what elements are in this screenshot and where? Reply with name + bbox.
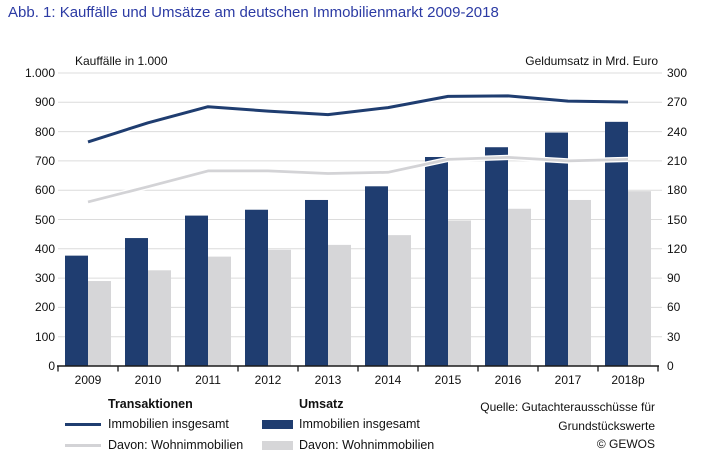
y-axis-label-right: 270	[667, 95, 688, 110]
legend-bar-swatch-dark-icon	[262, 419, 293, 429]
bar-umsatz-insgesamt-2016	[485, 147, 508, 366]
y-axis-label-left: 500	[34, 212, 55, 227]
bar-umsatz-insgesamt-2011	[185, 215, 208, 366]
source-attribution: Quelle: Gutachterausschüsse für Grundstü…	[480, 398, 655, 454]
line-series	[87, 93, 629, 205]
bar-umsatz-wohnimmobilien-2015	[448, 220, 471, 366]
bar-series	[65, 121, 651, 366]
bar-umsatz-insgesamt-2012	[245, 209, 268, 366]
x-axis-label-2011: 2011	[195, 373, 221, 387]
legend-bar-swatch-gray-icon	[262, 440, 293, 450]
bar-umsatz-insgesamt-2018p	[605, 121, 628, 366]
bar-umsatz-wohnimmobilien-2012	[268, 249, 291, 366]
bar-umsatz-insgesamt-2009	[65, 255, 88, 366]
bar-umsatz-insgesamt-2017	[545, 132, 568, 366]
bar-umsatz-wohnimmobilien-2018p	[628, 191, 651, 366]
y-axis-label-left: 700	[34, 153, 55, 168]
x-axis-label-2017: 2017	[554, 373, 582, 387]
figure-title: Abb. 1: Kauffälle und Umsätze am deutsch…	[8, 4, 499, 21]
bar-umsatz-wohnimmobilien-2011	[208, 256, 231, 366]
x-axis-label-2009: 2009	[74, 373, 102, 387]
line-transaktionen-insgesamt	[87, 94, 629, 144]
source-line: Grundstückswerte	[558, 418, 655, 433]
y-axis-label-left: 200	[34, 300, 55, 315]
bar-umsatz-wohnimmobilien-2013	[328, 244, 351, 366]
bar-umsatz-wohnimmobilien-2010	[148, 270, 171, 366]
source-line: Quelle: Gutachterausschüsse für	[480, 400, 655, 414]
y-axis-label-right: 30	[667, 329, 681, 344]
legend-item-line-insgesamt: Immobilien insgesamt	[65, 416, 243, 432]
bar-umsatz-insgesamt-2010	[125, 238, 148, 366]
y-axis-label-right: 240	[667, 124, 688, 139]
legend-label: Davon: Wohnimmobilien	[299, 438, 435, 452]
y-axis-label-right: 60	[667, 300, 681, 315]
bar-umsatz-wohnimmobilien-2017	[568, 199, 591, 366]
y-axis-label-right: 120	[667, 241, 688, 256]
y-axis-label-right: 150	[667, 212, 688, 227]
legend-label: Davon: Wohnimmobilien	[108, 438, 244, 452]
right-axis-caption: Geldumsatz in Mrd. Euro	[525, 54, 658, 68]
y-axis-label-left: 400	[34, 241, 55, 256]
legend-item-bar-wohnimmobilien: Davon: Wohnimmobilien	[262, 437, 434, 453]
legend-line-swatch-gray-icon	[65, 443, 101, 447]
bar-umsatz-wohnimmobilien-2014	[388, 235, 411, 366]
legend-label: Immobilien insgesamt	[108, 417, 229, 431]
x-axis-label-2010: 2010	[134, 373, 162, 387]
left-axis-caption: Kauffälle in 1.000	[75, 54, 168, 68]
legend-label: Immobilien insgesamt	[299, 417, 420, 431]
x-axis-label-2018p: 2018p	[611, 373, 645, 387]
bar-umsatz-insgesamt-2013	[305, 199, 328, 366]
bar-umsatz-insgesamt-2015	[425, 156, 448, 366]
source-line: © GEWOS	[596, 437, 655, 451]
y-axis-label-left: 1.000	[24, 66, 55, 80]
line-transaktionen-wohnimmobilien	[87, 156, 629, 204]
legend-header-transaktionen: Transaktionen	[108, 397, 193, 411]
legend-column-umsatz: Umsatz Immobilien insgesamt Davon: Wohni…	[262, 397, 434, 458]
x-axis-label-2015: 2015	[434, 373, 462, 387]
y-axis-label-right: 300	[667, 66, 688, 80]
bar-umsatz-wohnimmobilien-2016	[508, 208, 531, 366]
x-axis-label-2012: 2012	[254, 373, 282, 387]
y-axis-label-left: 600	[34, 183, 55, 198]
y-axis-label-right: 180	[667, 183, 688, 198]
y-axis-label-left: 300	[34, 271, 55, 286]
legend-item-line-wohnimmobilien: Davon: Wohnimmobilien	[65, 437, 243, 453]
legend-line-swatch-dark-icon	[65, 422, 101, 426]
bar-umsatz-wohnimmobilien-2009	[88, 281, 111, 366]
y-axis-label-right: 0	[667, 359, 674, 373]
y-axis-label-left: 100	[34, 329, 55, 344]
y-axis-label-left: 800	[34, 124, 55, 139]
x-axis-label-2013: 2013	[314, 373, 342, 387]
x-axis	[57, 365, 659, 372]
y-axis-label-left: 0	[48, 359, 55, 373]
legend-item-bar-insgesamt: Immobilien insgesamt	[262, 416, 434, 432]
y-axis-label-right: 210	[667, 153, 688, 168]
x-axis-label-2014: 2014	[374, 373, 402, 387]
legend-header-umsatz: Umsatz	[299, 397, 344, 411]
legend-column-transaktionen: Transaktionen Immobilien insgesamt Davon…	[65, 397, 243, 458]
x-axis-label-2016: 2016	[494, 373, 522, 387]
y-axis-label-left: 900	[34, 95, 55, 110]
bar-umsatz-insgesamt-2014	[365, 186, 388, 366]
y-axis-label-right: 90	[667, 271, 681, 286]
